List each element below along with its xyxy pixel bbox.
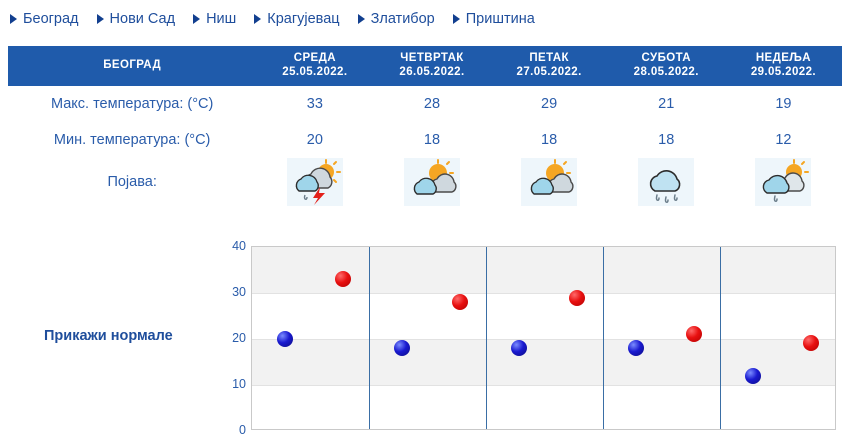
min-temp-point-day-2 <box>394 340 410 356</box>
triangle-right-icon <box>254 14 262 24</box>
row-label-phenomena: Појава: <box>107 173 157 190</box>
day-name: СУБОТА <box>641 52 691 64</box>
nav-item-label: Крагујевац <box>267 11 340 27</box>
panel-separator-1 <box>369 247 370 429</box>
y-tick-0: 0 <box>239 423 246 437</box>
y-tick-40: 40 <box>232 239 246 253</box>
triangle-right-icon <box>10 14 17 24</box>
max-temp-day-1: 33 <box>306 95 323 112</box>
sun-cloud-rain-icon <box>755 157 812 206</box>
table-row-phenomena: Појава: <box>8 157 842 206</box>
nav-item-kragujevac[interactable]: Крагујевац <box>254 11 340 27</box>
thunderstorm-sun-icon <box>286 157 343 206</box>
city-navigation: Београд Нови Сад Ниш Крагујевац Златибор… <box>0 0 850 38</box>
nav-item-beograd[interactable]: Београд <box>10 11 79 27</box>
gridline-20 <box>252 339 835 340</box>
table-row-max-temp: Макс. температура: (°C) 33 28 29 21 19 <box>8 86 842 122</box>
gridline-30 <box>252 293 835 294</box>
triangle-right-icon <box>357 14 365 24</box>
min-temp-point-day-5 <box>745 368 761 384</box>
day-date: 27.05.2022. <box>516 66 582 79</box>
show-normals-link[interactable]: Прикажи нормале <box>44 328 173 344</box>
forecast-table-wrapper: БЕОГРАД СРЕДА 25.05.2022. ЧЕТВРТАК 26.05… <box>8 46 842 206</box>
band-10-20 <box>252 339 835 385</box>
nav-item-label: Ниш <box>206 11 237 27</box>
max-temp-day-4: 21 <box>658 95 675 112</box>
y-tick-10: 10 <box>232 377 246 391</box>
band-30-40 <box>252 247 835 293</box>
triangle-right-icon <box>193 14 201 24</box>
nav-item-label: Нови Сад <box>109 11 176 27</box>
day-name: СРЕДА <box>293 52 336 64</box>
partly-cloudy-sun-icon <box>403 157 460 206</box>
day-header-4: СУБОТА 28.05.2022. <box>608 46 725 86</box>
min-temp-point-day-1 <box>277 331 293 347</box>
y-tick-20: 20 <box>232 331 246 345</box>
phenomena-day-4 <box>608 157 725 206</box>
max-temp-point-day-4 <box>686 326 702 342</box>
panel-separator-2 <box>486 247 487 429</box>
table-body: Макс. температура: (°C) 33 28 29 21 19 М… <box>8 86 842 206</box>
nav-item-pristina[interactable]: Приштина <box>452 11 535 27</box>
y-axis-labels: 40 30 20 10 0 <box>206 239 246 437</box>
row-label-min-temp: Мин. температура: (°C) <box>53 131 211 148</box>
phenomena-day-5 <box>725 157 842 206</box>
min-temp-day-3: 18 <box>541 131 558 148</box>
min-temp-point-day-3 <box>511 340 527 356</box>
day-date: 26.05.2022. <box>399 66 465 79</box>
max-temp-day-2: 28 <box>423 95 441 112</box>
nav-item-label: Београд <box>23 11 79 27</box>
max-temp-day-3: 29 <box>541 95 558 112</box>
day-header-1: СРЕДА 25.05.2022. <box>256 46 373 86</box>
min-temp-day-4: 18 <box>658 131 675 148</box>
min-temp-point-day-4 <box>628 340 644 356</box>
day-date: 28.05.2022. <box>633 66 699 79</box>
chart-plot-area <box>251 246 836 430</box>
max-temp-day-5: 19 <box>775 95 792 112</box>
y-tick-30: 30 <box>232 285 246 299</box>
partly-cloudy-sun-icon <box>521 157 578 206</box>
table-header-row: БЕОГРАД СРЕДА 25.05.2022. ЧЕТВРТАК 26.05… <box>8 46 842 86</box>
phenomena-day-2 <box>373 157 490 206</box>
day-date: 25.05.2022. <box>282 66 348 79</box>
nav-item-nis[interactable]: Ниш <box>193 11 236 27</box>
nav-item-label: Златибор <box>370 11 435 27</box>
min-temp-day-2: 18 <box>423 131 441 148</box>
nav-item-zlatibor[interactable]: Златибор <box>357 11 435 27</box>
min-temp-day-5: 12 <box>775 131 792 148</box>
day-date: 29.05.2022. <box>750 66 816 79</box>
triangle-right-icon <box>452 14 460 24</box>
day-header-5: НЕДЕЉА 29.05.2022. <box>725 46 842 86</box>
panel-separator-3 <box>603 247 604 429</box>
table-row-min-temp: Мин. температура: (°C) 20 18 18 18 12 <box>8 122 842 158</box>
max-temp-point-day-5 <box>803 335 819 351</box>
place-name-header: БЕОГРАД <box>103 59 162 72</box>
min-temp-day-1: 20 <box>306 131 323 148</box>
day-name: ЧЕТВРТАК <box>400 52 464 64</box>
panel-separator-4 <box>720 247 721 429</box>
day-name: ПЕТАК <box>529 52 569 64</box>
max-temp-point-day-3 <box>569 290 585 306</box>
day-header-3: ПЕТАК 27.05.2022. <box>491 46 608 86</box>
temperature-chart: Прикажи нормале 40 30 20 10 0 <box>0 232 850 442</box>
cloud-rain-icon <box>638 157 695 206</box>
table-header: БЕОГРАД СРЕДА 25.05.2022. ЧЕТВРТАК 26.05… <box>8 46 842 86</box>
max-temp-point-day-1 <box>335 271 351 287</box>
nav-item-novi-sad[interactable]: Нови Сад <box>96 11 176 27</box>
day-name: НЕДЕЉА <box>755 52 811 64</box>
nav-item-label: Приштина <box>465 11 535 27</box>
triangle-right-icon <box>96 14 104 24</box>
gridline-10 <box>252 385 835 386</box>
forecast-table: БЕОГРАД СРЕДА 25.05.2022. ЧЕТВРТАК 26.05… <box>8 46 842 206</box>
phenomena-day-3 <box>491 157 608 206</box>
phenomena-day-1 <box>256 157 373 206</box>
max-temp-point-day-2 <box>452 294 468 310</box>
row-label-max-temp: Макс. температура: (°C) <box>50 95 214 112</box>
day-header-2: ЧЕТВРТАК 26.05.2022. <box>373 46 490 86</box>
